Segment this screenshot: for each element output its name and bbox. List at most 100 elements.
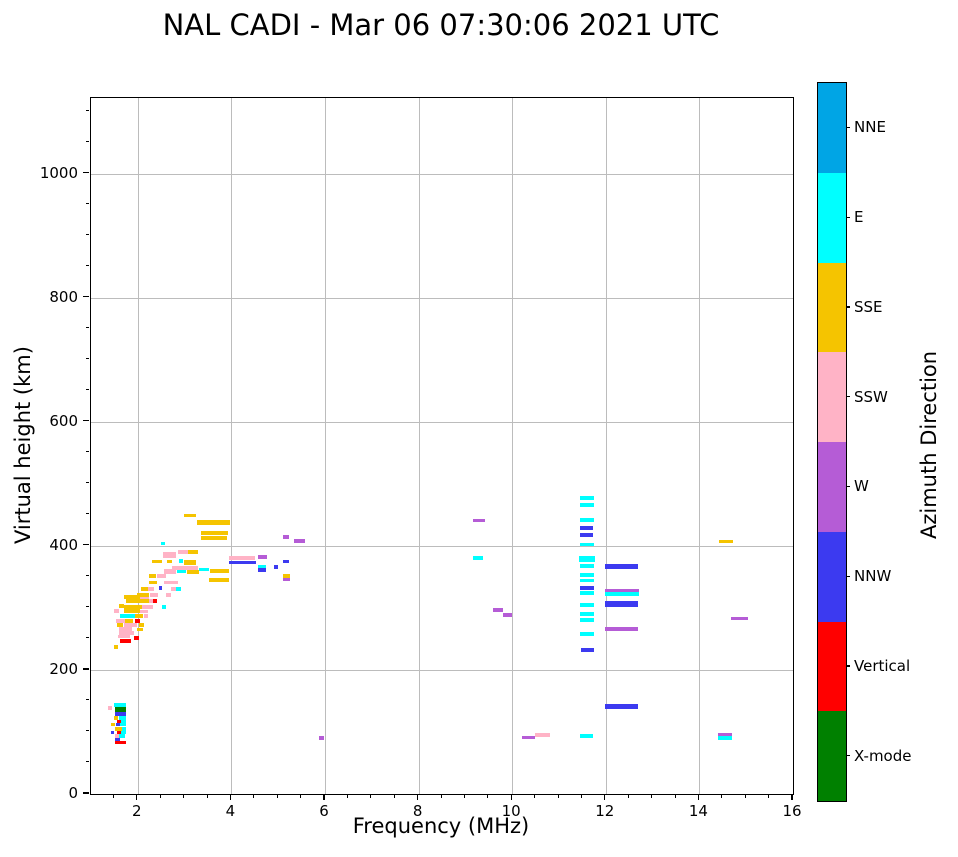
- echo-point: [294, 539, 306, 543]
- gridline-horizontal: [91, 545, 793, 547]
- x-tick: [229, 794, 231, 800]
- echo-point: [184, 560, 197, 566]
- x-tick-label: 12: [595, 802, 615, 820]
- echo-point: [273, 565, 279, 569]
- x-tick-label: 14: [688, 802, 708, 820]
- echo-point: [114, 734, 120, 739]
- echo-point: [120, 722, 127, 727]
- echo-point: [120, 730, 127, 735]
- gridline-vertical: [699, 98, 701, 794]
- echo-point: [163, 552, 177, 559]
- echo-point: [184, 513, 197, 518]
- y-minor-tick: [85, 389, 89, 391]
- x-minor-tick: [370, 794, 372, 798]
- x-axis-label: Frequency (MHz): [352, 814, 530, 838]
- echo-point: [164, 580, 179, 585]
- y-tick: [83, 792, 89, 794]
- x-tick: [791, 794, 793, 800]
- echo-point: [176, 586, 182, 591]
- echo-point: [156, 574, 166, 579]
- colorbar-tick: [846, 306, 850, 308]
- y-tick-label: 1000: [39, 163, 78, 182]
- x-tick: [697, 794, 699, 800]
- echo-point: [116, 730, 121, 735]
- echo-point: [125, 599, 150, 603]
- y-minor-tick: [85, 606, 89, 608]
- echo-point: [187, 550, 198, 554]
- y-tick-label: 400: [49, 535, 78, 554]
- echo-point: [200, 530, 229, 535]
- echo-point: [171, 586, 177, 591]
- echo-point: [200, 535, 228, 540]
- colorbar-tick: [846, 396, 850, 398]
- echo-point: [134, 635, 139, 640]
- y-tick: [83, 544, 89, 546]
- colorbar-label: Azimuth Direction: [917, 350, 941, 540]
- colorbar-tick: [846, 126, 850, 129]
- echo-point: [580, 602, 595, 607]
- echo-point: [581, 648, 594, 652]
- echo-point: [580, 734, 594, 739]
- y-minor-tick: [85, 234, 89, 236]
- echo-point: [521, 735, 535, 740]
- echo-point: [149, 593, 159, 597]
- echo-point: [118, 634, 131, 639]
- echo-point: [502, 613, 512, 618]
- echo-point: [115, 707, 126, 712]
- colorbar-tick: [846, 575, 850, 577]
- gridline-vertical: [137, 98, 139, 794]
- colorbar-tick: [846, 665, 850, 667]
- echo-point: [124, 604, 142, 609]
- echo-point: [114, 715, 118, 720]
- echo-point: [136, 627, 143, 632]
- echo-point: [141, 586, 148, 591]
- echo-point: [718, 733, 733, 737]
- echo-point: [107, 705, 112, 710]
- echo-point: [580, 563, 595, 568]
- echo-point: [718, 736, 733, 741]
- echo-point: [124, 595, 140, 600]
- echo-point: [604, 563, 639, 570]
- echo-point: [604, 703, 639, 710]
- colorbar-tick: [846, 485, 850, 488]
- colorbar-tick-label: W: [854, 477, 869, 496]
- y-tick-label: 800: [49, 287, 78, 306]
- x-minor-tick: [744, 794, 746, 798]
- echo-point: [149, 574, 157, 579]
- x-minor-tick: [206, 794, 208, 798]
- y-minor-tick: [85, 575, 89, 577]
- echo-point: [151, 559, 162, 564]
- echo-point: [186, 569, 200, 575]
- x-minor-tick: [534, 794, 536, 798]
- echo-point: [140, 609, 149, 614]
- echo-point: [119, 630, 135, 635]
- echo-point: [473, 555, 484, 560]
- echo-point: [117, 719, 121, 724]
- y-minor-tick: [85, 513, 89, 515]
- x-minor-tick: [159, 794, 161, 798]
- echo-point: [580, 612, 595, 616]
- gridline-vertical: [418, 98, 420, 794]
- x-tick: [604, 794, 606, 800]
- echo-point: [580, 632, 595, 636]
- x-minor-tick: [440, 794, 442, 798]
- y-minor-tick: [85, 699, 89, 701]
- gridline-vertical: [605, 98, 607, 794]
- echo-point: [604, 588, 640, 593]
- echo-point: [258, 565, 267, 569]
- colorbar-segment-nnw: [818, 531, 846, 622]
- echo-point: [139, 595, 149, 600]
- x-minor-tick: [487, 794, 489, 798]
- echo-point: [115, 722, 120, 727]
- colorbar-tick: [846, 755, 850, 757]
- colorbar-segment-ssw: [818, 352, 846, 442]
- y-tick: [83, 668, 89, 670]
- echo-point: [473, 518, 485, 523]
- y-tick: [83, 172, 89, 174]
- x-minor-tick: [276, 794, 278, 798]
- colorbar-tick-label: E: [854, 208, 864, 227]
- echo-point: [534, 733, 550, 737]
- echo-point: [258, 554, 267, 560]
- echo-point: [135, 614, 144, 618]
- echo-point: [580, 591, 595, 595]
